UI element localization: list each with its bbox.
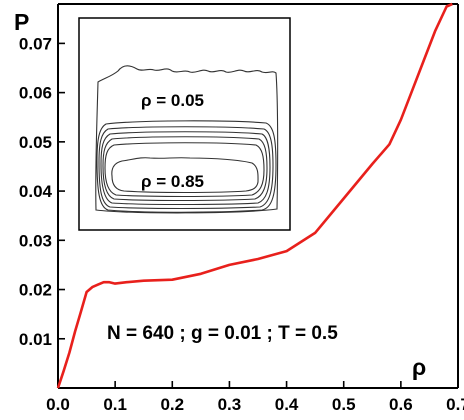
- x-tick-label: 0.3: [218, 395, 242, 414]
- inset-label-high-density: ρ = 0.85: [141, 172, 204, 191]
- parameter-annotation: N = 640 ; g = 0.01 ; T = 0.5: [107, 323, 338, 344]
- contour-2: [96, 120, 277, 213]
- y-tick-label: 0.04: [19, 182, 53, 201]
- inset-contours: [95, 65, 279, 214]
- x-tick-label: 0.0: [46, 395, 70, 414]
- contour-3: [98, 126, 274, 210]
- y-tick-label: 0.07: [19, 34, 52, 53]
- x-tick-label: 0.6: [389, 395, 413, 414]
- x-tick-label: 0.2: [160, 395, 184, 414]
- y-tick-label: 0.02: [19, 281, 52, 300]
- contour-4: [100, 131, 271, 206]
- y-tick-label: 0.03: [19, 231, 52, 250]
- y-tick-label: 0.01: [19, 330, 52, 349]
- contour-outer: [95, 65, 279, 214]
- y-ticks: 0.01 0.02 0.03 0.04 0.05 0.06 0.07: [19, 34, 65, 349]
- x-tick-label: 0.5: [332, 395, 356, 414]
- y-tick-label: 0.06: [19, 84, 52, 103]
- x-tick-label: 0.4: [275, 395, 299, 414]
- x-tick-label: 0.7: [446, 395, 464, 414]
- x-tick-label: 0.1: [103, 395, 127, 414]
- x-axis-title: ρ: [412, 354, 426, 380]
- contour-5: [102, 136, 268, 202]
- y-axis-title: P: [14, 9, 29, 35]
- x-ticks: 0.0 0.1 0.2 0.3 0.4 0.5 0.6 0.7: [46, 381, 464, 414]
- y-tick-label: 0.05: [19, 133, 52, 152]
- inset-contour-plot: ρ = 0.05 ρ = 0.85: [78, 17, 291, 231]
- inset-label-low-density: ρ = 0.05: [141, 91, 204, 110]
- axes-frame: [57, 3, 459, 389]
- contour-inner: [111, 157, 259, 194]
- contour-6: [104, 142, 265, 198]
- pressure-curve: [56, 2, 453, 389]
